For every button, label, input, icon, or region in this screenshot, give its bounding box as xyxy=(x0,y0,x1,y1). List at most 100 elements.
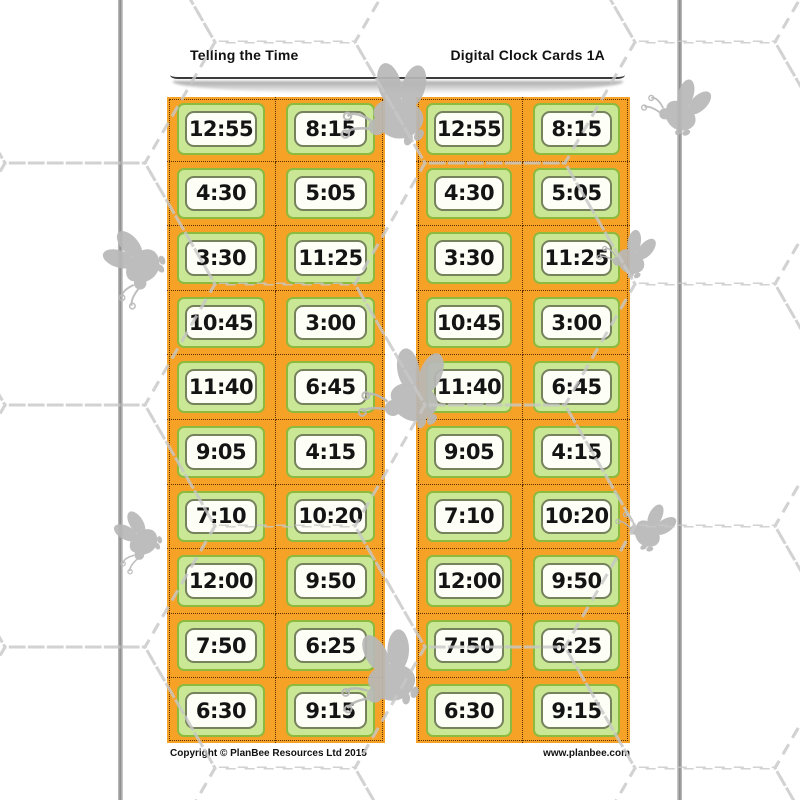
time-text: 9:50 xyxy=(305,568,356,593)
clock-display: 6:30 xyxy=(434,692,504,729)
card-grid-left: 12:55 8:15 4:30 5:05 3:30 11:25 10:45 3:00 11:40… xyxy=(167,97,385,743)
clock-display: 6:30 xyxy=(185,692,257,729)
time-card: 9:50 xyxy=(276,549,385,614)
clock-display: 12:00 xyxy=(185,563,257,599)
time-card: 6:25 xyxy=(276,614,385,679)
time-card: 6:45 xyxy=(523,355,630,420)
clock-display: 10:45 xyxy=(434,304,504,341)
time-card: 10:45 xyxy=(416,290,523,356)
time-text: 8:15 xyxy=(551,116,602,141)
time-text: 9:15 xyxy=(551,698,602,723)
card-frame: 9:05 xyxy=(177,425,265,478)
clock-display: 5:05 xyxy=(541,175,612,212)
card-frame: 9:15 xyxy=(286,684,375,737)
time-text: 6:25 xyxy=(305,633,356,658)
clock-display: 8:15 xyxy=(294,111,367,147)
time-card: 3:30 xyxy=(167,226,276,291)
time-text: 7:50 xyxy=(443,633,495,658)
time-card: 9:50 xyxy=(523,549,630,614)
time-text: 7:10 xyxy=(443,504,495,529)
time-text: 3:30 xyxy=(443,245,495,270)
time-text: 6:45 xyxy=(305,375,356,400)
card-frame: 11:40 xyxy=(426,361,512,413)
card-frame: 3:00 xyxy=(286,296,375,349)
card-frame: 12:00 xyxy=(426,555,512,607)
clock-display: 6:45 xyxy=(541,369,612,405)
clock-display: 4:30 xyxy=(185,175,257,212)
time-card: 6:30 xyxy=(416,678,523,743)
time-card: 7:50 xyxy=(416,613,523,679)
time-card: 12:00 xyxy=(167,549,276,614)
time-card: 9:05 xyxy=(167,419,276,485)
card-frame: 8:15 xyxy=(533,103,620,155)
time-card: 10:20 xyxy=(523,485,630,550)
time-card: 10:45 xyxy=(167,290,276,356)
time-card: 8:15 xyxy=(523,97,630,162)
time-card: 8:15 xyxy=(276,97,385,162)
header-shadow xyxy=(173,81,623,94)
card-frame: 10:45 xyxy=(426,296,512,349)
clock-display: 9:05 xyxy=(434,433,504,470)
card-frame: 10:45 xyxy=(177,296,265,349)
clock-display: 5:05 xyxy=(294,175,367,212)
lesson-title: Telling the Time xyxy=(190,47,299,63)
card-frame: 9:50 xyxy=(533,555,620,607)
card-frame: 4:15 xyxy=(286,425,375,478)
time-card: 4:30 xyxy=(167,161,276,227)
time-card: 3:00 xyxy=(276,291,385,356)
time-text: 10:45 xyxy=(188,310,254,335)
time-text: 6:30 xyxy=(195,698,247,723)
card-frame: 4:30 xyxy=(177,167,265,220)
clock-display: 11:25 xyxy=(294,240,367,276)
time-text: 9:05 xyxy=(195,439,247,464)
time-text: 10:20 xyxy=(544,504,609,529)
time-card: 3:00 xyxy=(523,291,630,356)
card-frame: 6:30 xyxy=(426,684,512,737)
time-text: 11:25 xyxy=(544,245,609,270)
card-frame: 11:25 xyxy=(286,232,375,284)
clock-display: 10:20 xyxy=(541,498,612,535)
card-frame: 7:10 xyxy=(426,490,512,543)
card-frame: 10:20 xyxy=(533,490,620,543)
time-text: 10:20 xyxy=(298,504,363,529)
time-text: 6:30 xyxy=(443,698,495,723)
clock-display: 4:30 xyxy=(434,175,504,212)
time-card: 6:25 xyxy=(523,614,630,679)
time-card: 5:05 xyxy=(276,162,385,227)
card-frame: 12:55 xyxy=(177,103,265,155)
card-frame: 11:40 xyxy=(177,361,265,413)
clock-display: 12:55 xyxy=(434,111,504,147)
time-card: 4:15 xyxy=(523,420,630,485)
time-text: 9:50 xyxy=(551,568,602,593)
card-frame: 9:15 xyxy=(533,684,620,737)
card-frame: 8:15 xyxy=(286,103,375,155)
clock-display: 9:15 xyxy=(541,692,612,729)
time-text: 4:15 xyxy=(551,439,602,464)
card-frame: 4:15 xyxy=(533,425,620,478)
time-card: 5:05 xyxy=(523,162,630,227)
bee-icon xyxy=(83,222,175,315)
website-text: www.planbee.com xyxy=(543,748,630,759)
bee-icon xyxy=(95,504,171,580)
time-text: 11:40 xyxy=(436,375,502,400)
clock-display: 9:15 xyxy=(294,692,367,729)
card-frame: 3:30 xyxy=(426,232,512,284)
card-frame: 3:00 xyxy=(533,296,620,349)
time-card: 11:40 xyxy=(416,355,523,420)
clock-display: 8:15 xyxy=(541,111,612,147)
sheet-title: Digital Clock Cards 1A xyxy=(450,47,605,63)
card-frame: 6:30 xyxy=(177,684,265,737)
clock-display: 10:45 xyxy=(185,304,257,341)
time-text: 11:40 xyxy=(188,375,254,400)
clock-display: 10:20 xyxy=(294,498,367,535)
time-card: 11:25 xyxy=(276,226,385,291)
clock-display: 7:50 xyxy=(434,627,504,664)
clock-display: 4:15 xyxy=(541,433,612,470)
time-card: 12:55 xyxy=(167,97,276,162)
clock-display: 11:25 xyxy=(541,240,612,276)
time-text: 10:45 xyxy=(436,310,502,335)
clock-display: 4:15 xyxy=(294,433,367,470)
clock-display: 3:00 xyxy=(541,304,612,341)
clock-display: 6:45 xyxy=(294,369,367,405)
clock-display: 7:50 xyxy=(185,627,257,664)
